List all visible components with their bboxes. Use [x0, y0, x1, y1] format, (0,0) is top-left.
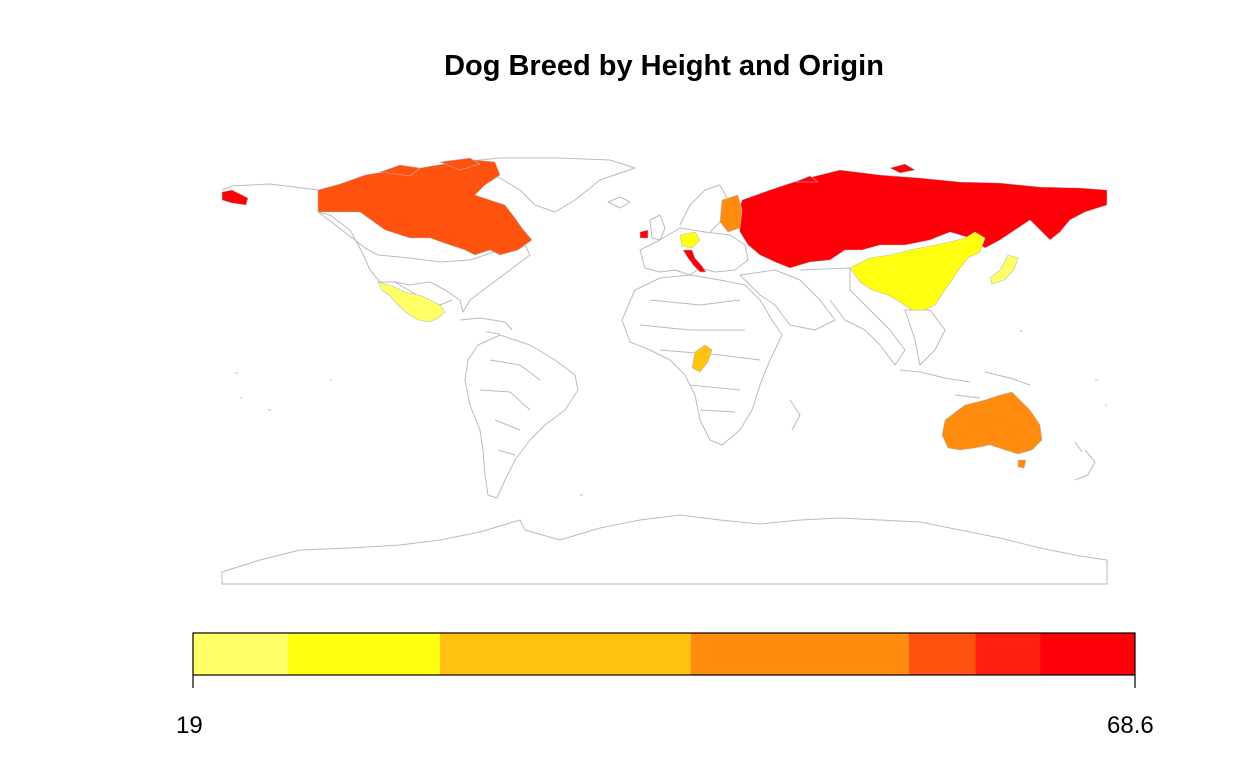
- russia-alaska-tip: [221, 189, 249, 206]
- south-america-outline: [464, 334, 579, 499]
- country-australia: [941, 391, 1043, 455]
- country-russia: [737, 169, 1108, 269]
- country-china: [849, 231, 986, 311]
- south-america-borders: [479, 359, 541, 456]
- asia-south-outline: [799, 267, 906, 366]
- pacific-islands-outline: [235, 329, 1107, 496]
- legend-bin-3: [439, 633, 691, 675]
- iceland-outline: [607, 196, 631, 209]
- indonesia-outline: [899, 369, 1031, 399]
- new-zealand-outline: [1074, 441, 1096, 481]
- legend-frame: [192, 632, 1136, 676]
- legend-bin-7: [1040, 633, 1135, 675]
- legend-bin-2: [287, 633, 440, 675]
- africa-borders: [639, 299, 801, 431]
- north-america-outline: [221, 183, 531, 313]
- africa-outline: [621, 274, 783, 446]
- southeast-asia-outline: [904, 309, 946, 366]
- australia-tasmania: [1017, 459, 1027, 469]
- greenland-outline: [459, 157, 636, 213]
- legend-bin-4: [690, 633, 909, 675]
- europe-outline: [639, 227, 749, 276]
- legend-bin-5: [908, 633, 976, 675]
- middle-east-outline: [739, 269, 836, 331]
- legend-bin-6: [975, 633, 1041, 675]
- legend-bin-1: [193, 633, 288, 675]
- country-japan: [989, 254, 1019, 285]
- country-mexico: [377, 281, 446, 323]
- country-canada: [317, 159, 533, 256]
- country-ireland: [639, 229, 649, 239]
- map-title: Dog Breed by Height and Origin: [444, 50, 884, 82]
- legend-max-label: 68.6: [1107, 712, 1154, 739]
- country-congo: [691, 344, 713, 373]
- russia-island-2: [794, 175, 819, 183]
- country-germany: [679, 231, 701, 249]
- country-italy: [682, 249, 707, 273]
- uk-outline: [649, 214, 666, 241]
- color-legend: [193, 633, 1135, 675]
- antarctica-outline: [221, 514, 1108, 585]
- caribbean-outline: [459, 317, 513, 335]
- canada-islands: [379, 157, 481, 177]
- scandinavia-outline: [679, 184, 729, 233]
- russia-island: [889, 163, 916, 174]
- legend-min-label: 19: [176, 712, 203, 739]
- country-finland: [719, 194, 743, 233]
